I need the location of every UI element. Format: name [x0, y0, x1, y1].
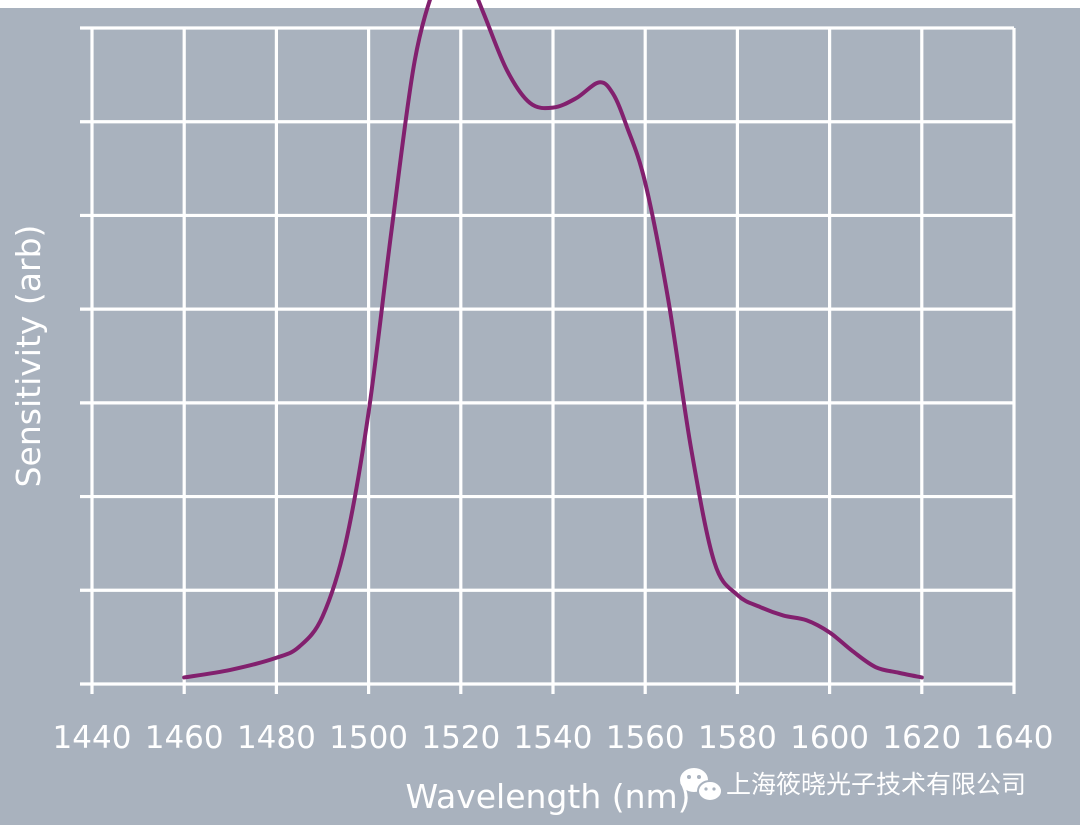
x-tick-label: 1500	[329, 720, 408, 756]
watermark-text: 上海筱晓光子技术有限公司	[726, 770, 1026, 799]
chart-background	[0, 8, 1080, 825]
x-axis-title: Wavelength (nm)	[405, 777, 690, 816]
x-tick-labels: 1440 1460 1480 1500 1520 1540 1560 1580 1600 1620…	[53, 720, 1054, 756]
x-tick-label: 1460	[145, 720, 224, 756]
x-tick-label: 1440	[53, 720, 132, 756]
x-tick-label: 1540	[514, 720, 593, 756]
x-tick-label: 1640	[975, 720, 1054, 756]
x-tick-label: 1580	[698, 720, 777, 756]
x-tick-label: 1600	[790, 720, 869, 756]
series-layer	[182, 0, 924, 680]
x-tick-label: 1620	[882, 720, 961, 756]
grid	[80, 26, 1016, 694]
sensitivity-curve	[182, 0, 924, 680]
x-tick-label: 1520	[421, 720, 500, 756]
wechat-icon	[680, 768, 723, 802]
y-axis-title: Sensitivity (arb)	[9, 225, 48, 488]
x-tick-label: 1480	[237, 720, 316, 756]
watermark: 上海筱晓光子技术有限公司	[680, 768, 1026, 802]
x-tick-label: 1560	[606, 720, 685, 756]
